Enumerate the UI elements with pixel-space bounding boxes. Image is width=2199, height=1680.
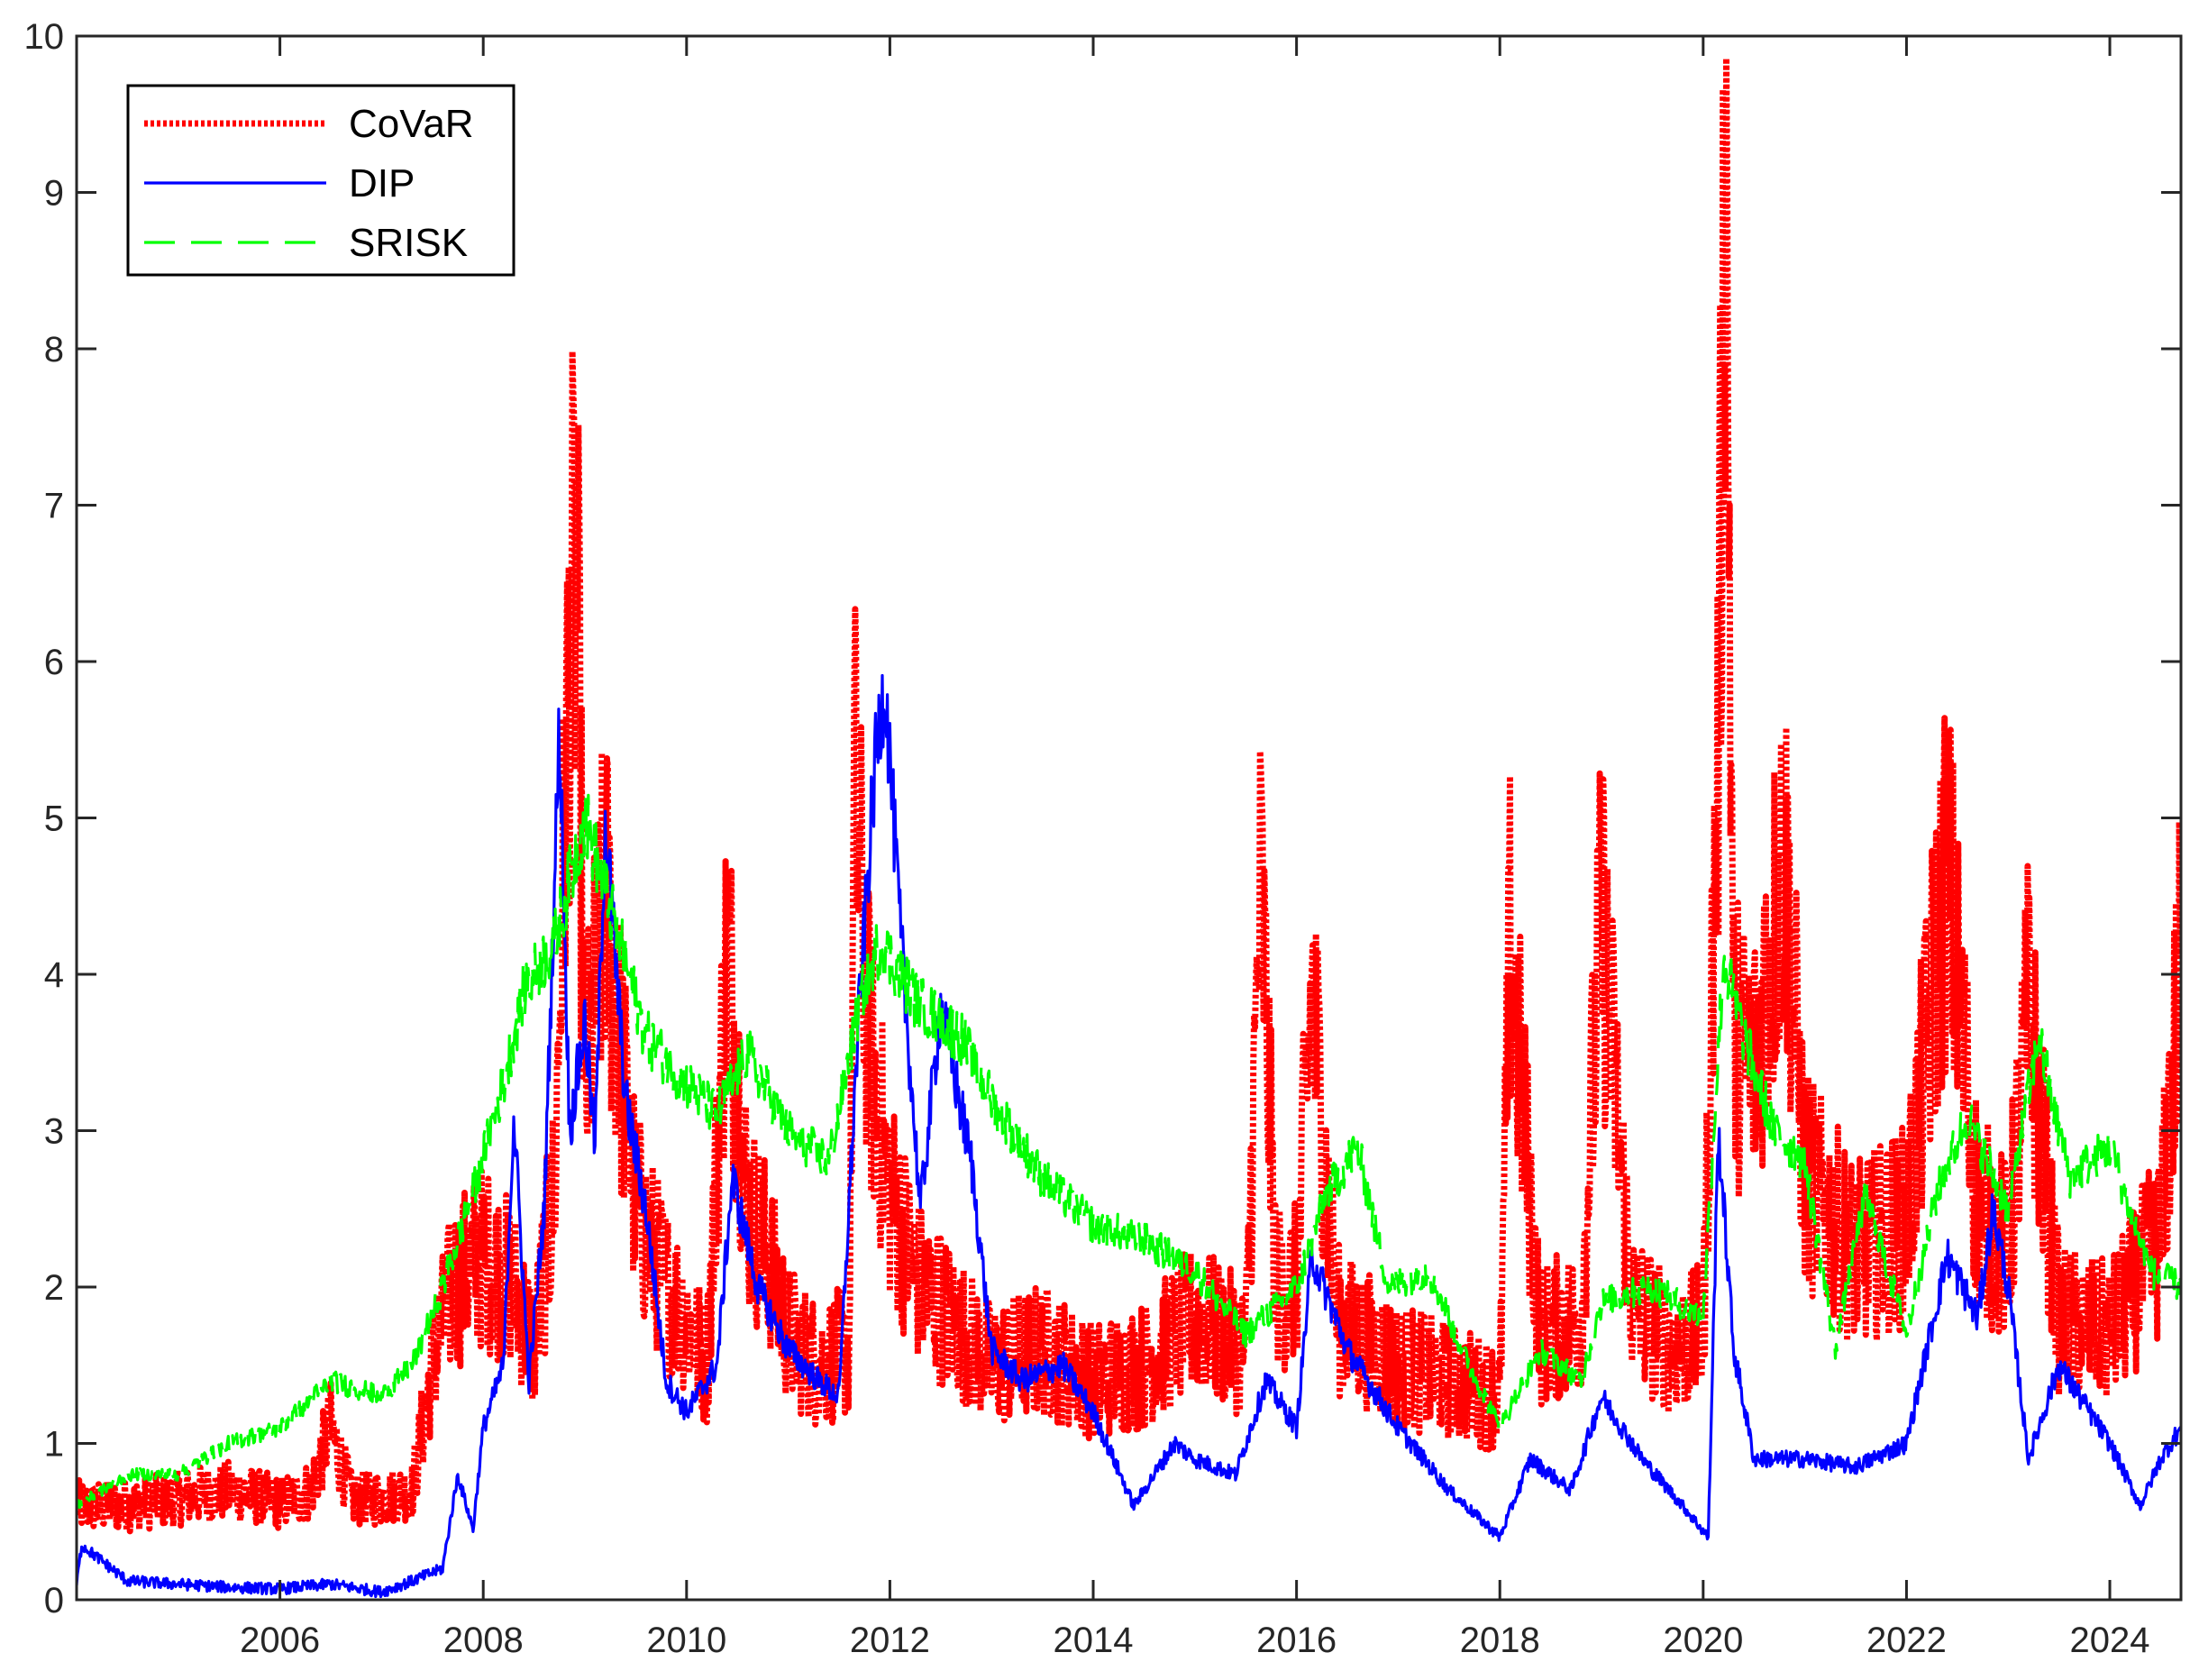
legend: CoVaR DIP SRISK [126, 84, 516, 277]
legend-label-srisk: SRISK [349, 221, 468, 265]
x-tick-label: 2014 [1054, 1621, 1134, 1660]
y-tick-label: 7 [44, 487, 64, 526]
axis-ticks: 2006 2008 2010 2012 2014 2016 2018 2020 2022 2024… [24, 17, 2181, 1660]
y-tick-label: 2 [44, 1268, 64, 1308]
x-tick-label: 2012 [850, 1621, 930, 1660]
series-line-srisk [77, 792, 2181, 1510]
y-tick-label: 4 [44, 955, 64, 995]
x-tick-label: 2016 [1256, 1621, 1337, 1660]
y-tick-label: 0 [44, 1581, 64, 1621]
y-tick-label: 3 [44, 1112, 64, 1152]
legend-box [126, 84, 516, 277]
x-tick-label: 2022 [1866, 1621, 1947, 1660]
x-tick-label: 2020 [1663, 1621, 1743, 1660]
y-tick-label: 1 [44, 1425, 64, 1465]
y-tick-label: 8 [44, 330, 64, 370]
y-tick-label: 5 [44, 799, 64, 839]
y-tick-label: 9 [44, 174, 64, 214]
series-line-covar [77, 55, 2181, 1535]
x-tick-label: 2006 [240, 1621, 320, 1660]
y-tick-label: 6 [44, 643, 64, 682]
legend-label-covar: CoVaR [349, 102, 474, 146]
x-tick-label: 2010 [646, 1621, 726, 1660]
x-tick-label: 2018 [1460, 1621, 1540, 1660]
series-layer [77, 55, 2181, 1599]
legend-label-dip: DIP [349, 161, 415, 205]
x-tick-label: 2008 [443, 1621, 524, 1660]
x-tick-label: 2024 [2070, 1621, 2150, 1660]
plot-area [77, 55, 2181, 1599]
y-tick-label: 10 [24, 17, 65, 57]
series-line-dip [77, 673, 2181, 1599]
